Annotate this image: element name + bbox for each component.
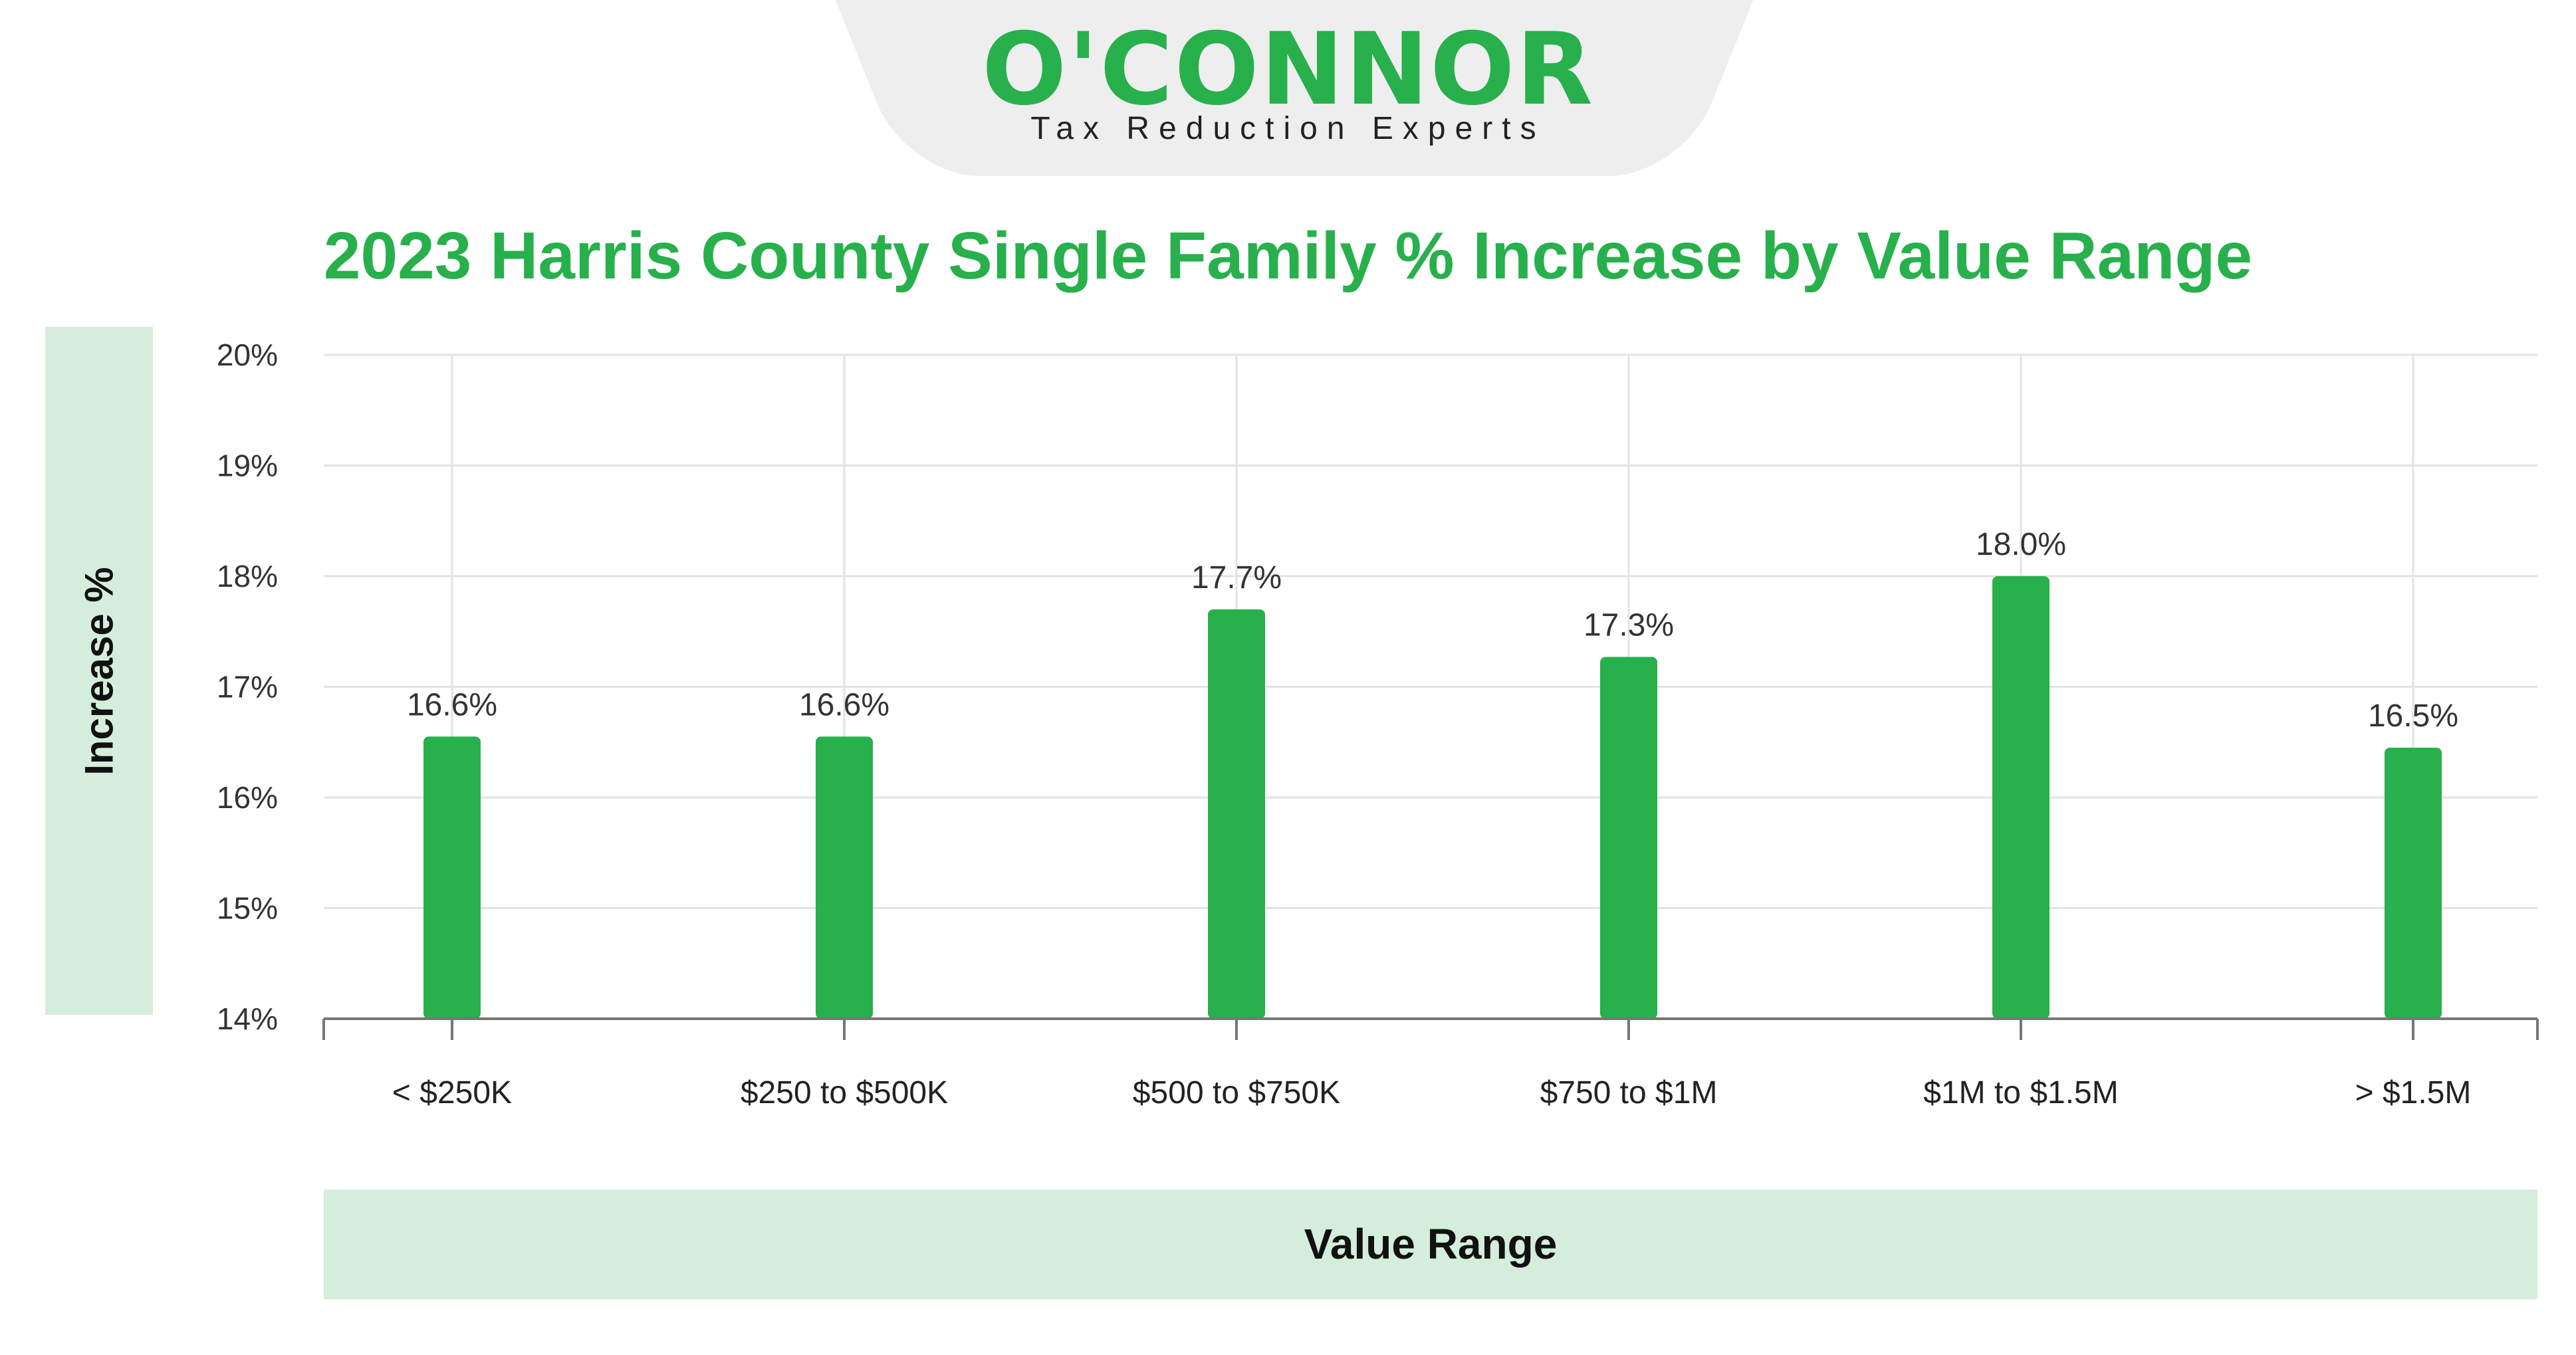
- bar-data-label: 16.6%: [799, 687, 889, 722]
- y-tick-label: 16%: [217, 780, 278, 815]
- brand-logo-wordmark: O'CONNOR: [981, 12, 1595, 128]
- bar: [1208, 609, 1265, 1019]
- y-tick-label: 15%: [217, 891, 278, 926]
- labels: 14% 15% 16% 17% 18% 19% 20% 16.6% 16.6% 17.7% 17.3…: [217, 338, 2471, 1110]
- bars: [423, 576, 2442, 1019]
- y-axis-label-panel: [45, 327, 153, 1015]
- x-tick-label: $500 to $750K: [1133, 1075, 1340, 1110]
- brand-tagline: Tax Reduction Experts: [1030, 111, 1546, 146]
- bar: [2385, 748, 2442, 1019]
- bar-data-label: 16.6%: [407, 687, 497, 722]
- y-tick-label: 17%: [217, 670, 278, 704]
- grid-lines: [324, 354, 2537, 1019]
- bar: [1992, 576, 2049, 1019]
- x-axis-label-panel: [324, 1190, 2537, 1299]
- y-tick-label: 18%: [217, 559, 278, 593]
- logo-banner: [905, 0, 1683, 176]
- x-axis-label: Value Range: [1304, 1220, 1558, 1268]
- bar: [1600, 657, 1657, 1019]
- bar: [816, 736, 873, 1019]
- y-tick-label: 19%: [217, 449, 278, 483]
- x-tick-label: $1M to $1.5M: [1923, 1075, 2118, 1110]
- chart-title: 2023 Harris County Single Family % Incre…: [323, 219, 2253, 293]
- x-tick-label: < $250K: [392, 1075, 512, 1110]
- bar-data-label: 17.7%: [1191, 560, 1282, 595]
- y-tick-label: 20%: [217, 338, 278, 372]
- bar-data-label: 16.5%: [2368, 698, 2458, 734]
- x-tick-label: > $1.5M: [2355, 1075, 2472, 1110]
- bar: [423, 736, 481, 1019]
- x-tick-label: $250 to $500K: [741, 1075, 948, 1110]
- y-tick-label: 14%: [217, 1001, 278, 1036]
- bar-data-label: 18.0%: [1976, 527, 2066, 562]
- x-axis: [322, 1017, 2539, 1040]
- bar-data-label: 17.3%: [1583, 608, 1674, 643]
- x-tick-label: $750 to $1M: [1540, 1075, 1718, 1110]
